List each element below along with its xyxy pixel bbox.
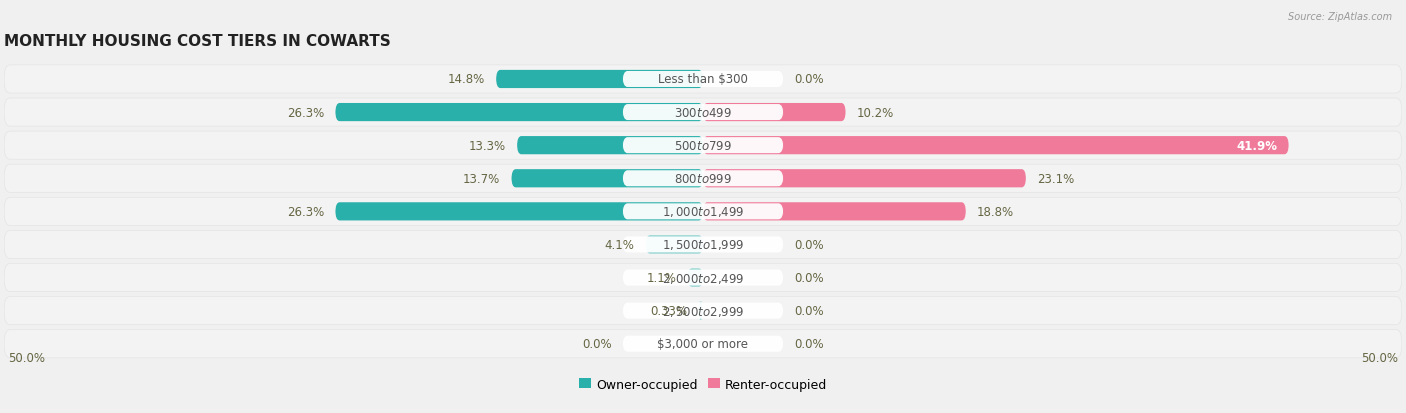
- FancyBboxPatch shape: [699, 302, 703, 320]
- FancyBboxPatch shape: [703, 137, 1289, 155]
- Text: $2,000 to $2,499: $2,000 to $2,499: [662, 271, 744, 285]
- Text: $3,000 or more: $3,000 or more: [658, 337, 748, 350]
- Text: 13.3%: 13.3%: [468, 139, 506, 152]
- FancyBboxPatch shape: [496, 71, 703, 89]
- Text: 0.0%: 0.0%: [794, 271, 824, 284]
- FancyBboxPatch shape: [4, 66, 1402, 94]
- FancyBboxPatch shape: [623, 105, 783, 121]
- FancyBboxPatch shape: [4, 165, 1402, 193]
- Text: 0.33%: 0.33%: [650, 304, 688, 317]
- FancyBboxPatch shape: [517, 137, 703, 155]
- FancyBboxPatch shape: [336, 104, 703, 122]
- Text: $800 to $999: $800 to $999: [673, 172, 733, 185]
- FancyBboxPatch shape: [623, 303, 783, 319]
- Text: 0.0%: 0.0%: [794, 238, 824, 252]
- FancyBboxPatch shape: [623, 72, 783, 88]
- Text: $1,500 to $1,999: $1,500 to $1,999: [662, 238, 744, 252]
- FancyBboxPatch shape: [623, 336, 783, 352]
- FancyBboxPatch shape: [4, 297, 1402, 325]
- Text: $1,000 to $1,499: $1,000 to $1,499: [662, 205, 744, 219]
- Text: 13.7%: 13.7%: [463, 172, 501, 185]
- Text: $2,500 to $2,999: $2,500 to $2,999: [662, 304, 744, 318]
- Text: 14.8%: 14.8%: [447, 73, 485, 86]
- FancyBboxPatch shape: [4, 264, 1402, 292]
- Text: Source: ZipAtlas.com: Source: ZipAtlas.com: [1288, 12, 1392, 22]
- Text: 26.3%: 26.3%: [287, 205, 325, 218]
- FancyBboxPatch shape: [512, 170, 703, 188]
- FancyBboxPatch shape: [4, 99, 1402, 127]
- FancyBboxPatch shape: [4, 330, 1402, 358]
- FancyBboxPatch shape: [623, 138, 783, 154]
- FancyBboxPatch shape: [4, 231, 1402, 259]
- FancyBboxPatch shape: [688, 269, 703, 287]
- FancyBboxPatch shape: [645, 236, 703, 254]
- FancyBboxPatch shape: [4, 198, 1402, 226]
- FancyBboxPatch shape: [703, 203, 966, 221]
- Legend: Owner-occupied, Renter-occupied: Owner-occupied, Renter-occupied: [579, 377, 827, 391]
- FancyBboxPatch shape: [623, 237, 783, 253]
- Text: 0.0%: 0.0%: [582, 337, 612, 350]
- FancyBboxPatch shape: [623, 171, 783, 187]
- Text: $500 to $799: $500 to $799: [673, 139, 733, 152]
- Text: 18.8%: 18.8%: [977, 205, 1014, 218]
- Text: 23.1%: 23.1%: [1038, 172, 1074, 185]
- Text: 4.1%: 4.1%: [605, 238, 634, 252]
- FancyBboxPatch shape: [703, 104, 845, 122]
- Text: 50.0%: 50.0%: [1361, 351, 1398, 364]
- Text: $300 to $499: $300 to $499: [673, 106, 733, 119]
- FancyBboxPatch shape: [623, 204, 783, 220]
- Text: 50.0%: 50.0%: [8, 351, 45, 364]
- FancyBboxPatch shape: [336, 203, 703, 221]
- Text: Less than $300: Less than $300: [658, 73, 748, 86]
- FancyBboxPatch shape: [4, 132, 1402, 160]
- Text: 10.2%: 10.2%: [856, 106, 894, 119]
- FancyBboxPatch shape: [703, 170, 1026, 188]
- Text: 1.1%: 1.1%: [647, 271, 676, 284]
- Text: 0.0%: 0.0%: [794, 73, 824, 86]
- Text: 0.0%: 0.0%: [794, 304, 824, 317]
- FancyBboxPatch shape: [623, 270, 783, 286]
- Text: 41.9%: 41.9%: [1236, 139, 1278, 152]
- Text: MONTHLY HOUSING COST TIERS IN COWARTS: MONTHLY HOUSING COST TIERS IN COWARTS: [4, 33, 391, 48]
- Text: 26.3%: 26.3%: [287, 106, 325, 119]
- Text: 0.0%: 0.0%: [794, 337, 824, 350]
